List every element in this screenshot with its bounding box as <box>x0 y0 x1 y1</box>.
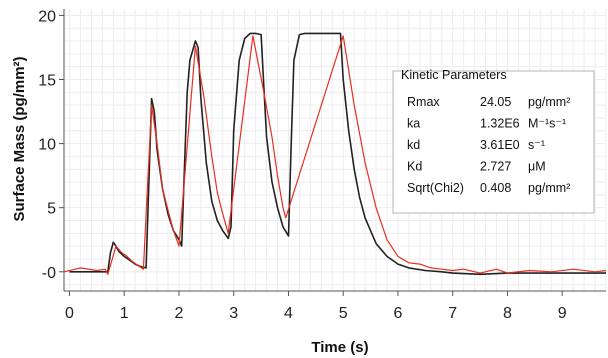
panel-rows: Rmax 24.05 pg/mm² ka 1.32E6 M⁻¹s⁻¹ kd 3.61E0 s⁻¹… <box>407 95 570 195</box>
y-tick-label: 5 <box>47 201 56 218</box>
parameter-name: Sqrt(Chi2) <box>407 181 464 195</box>
y-tick-label: 10 <box>38 137 56 154</box>
parameter-unit: μM <box>528 160 546 174</box>
y-tick-label: 15 <box>38 73 56 90</box>
parameter-value: 3.61E0 <box>480 138 520 152</box>
parameter-value: 1.32E6 <box>480 117 520 131</box>
x-tick-labels: 0 1 2 3 4 5 6 7 8 9 <box>65 305 567 322</box>
parameter-unit: pg/mm² <box>528 181 570 195</box>
panel-title: Kinetic Parameters <box>401 68 507 82</box>
parameter-name: ka <box>407 117 420 131</box>
parameter-unit: M⁻¹s⁻¹ <box>528 117 566 131</box>
x-tick-label: 9 <box>558 305 567 322</box>
x-tick-label: 2 <box>175 305 184 322</box>
y-tick-label: 20 <box>38 8 56 25</box>
panel-background <box>392 70 595 214</box>
parameter-name: kd <box>407 138 420 152</box>
x-tick-label: 7 <box>448 305 457 322</box>
series-layer <box>63 32 607 276</box>
series-line-measured <box>63 35 607 275</box>
x-tick-label: 1 <box>120 305 129 322</box>
x-tick-label: 5 <box>339 305 348 322</box>
parameter-unit: s⁻¹ <box>528 138 545 152</box>
parameter-value: 24.05 <box>480 95 511 109</box>
parameter-value: 2.727 <box>480 160 511 174</box>
parameter-unit: pg/mm² <box>528 95 570 109</box>
grid <box>64 9 607 291</box>
x-tick-label: 8 <box>503 305 512 322</box>
parameter-name: Rmax <box>407 95 440 109</box>
y-tick-label: -0 <box>42 265 56 282</box>
axes <box>59 9 606 296</box>
x-tick-label: 4 <box>284 305 293 322</box>
series-line-fit <box>69 32 606 276</box>
x-tick-label: 3 <box>229 305 238 322</box>
x-tick-label: 0 <box>65 305 74 322</box>
x-axis-title: Time (s) <box>311 339 368 356</box>
kinetic-parameters-panel: Kinetic Parameters Rmax 24.05 pg/mm² ka 1.32… <box>392 68 595 214</box>
parameter-name: Kd <box>407 160 422 174</box>
parameter-value: 0.408 <box>480 181 511 195</box>
y-axis-title: Surface Mass (pg/mm²) <box>11 56 28 221</box>
x-tick-label: 6 <box>394 305 403 322</box>
y-tick-labels: -0 5 10 15 20 <box>38 8 56 281</box>
